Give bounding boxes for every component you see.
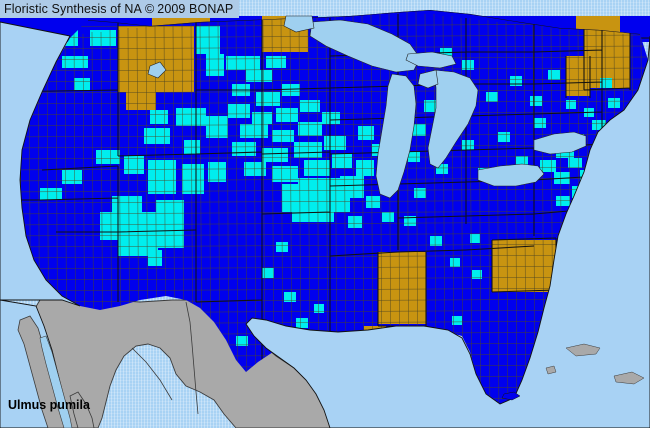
baja-california [17, 315, 95, 428]
title-prefix: Floristic Synthesis of NA [4, 2, 142, 16]
great-lakes [309, 19, 587, 199]
copyright-icon: © [144, 2, 155, 16]
islands [501, 343, 645, 401]
title-suffix: 2009 BONAP [157, 2, 234, 16]
species-name-label: Ulmus pumila [8, 398, 90, 412]
state-boundaries [20, 14, 631, 361]
map-title-bar: Floristic Synthesis of NA © 2009 BONAP [0, 0, 240, 18]
